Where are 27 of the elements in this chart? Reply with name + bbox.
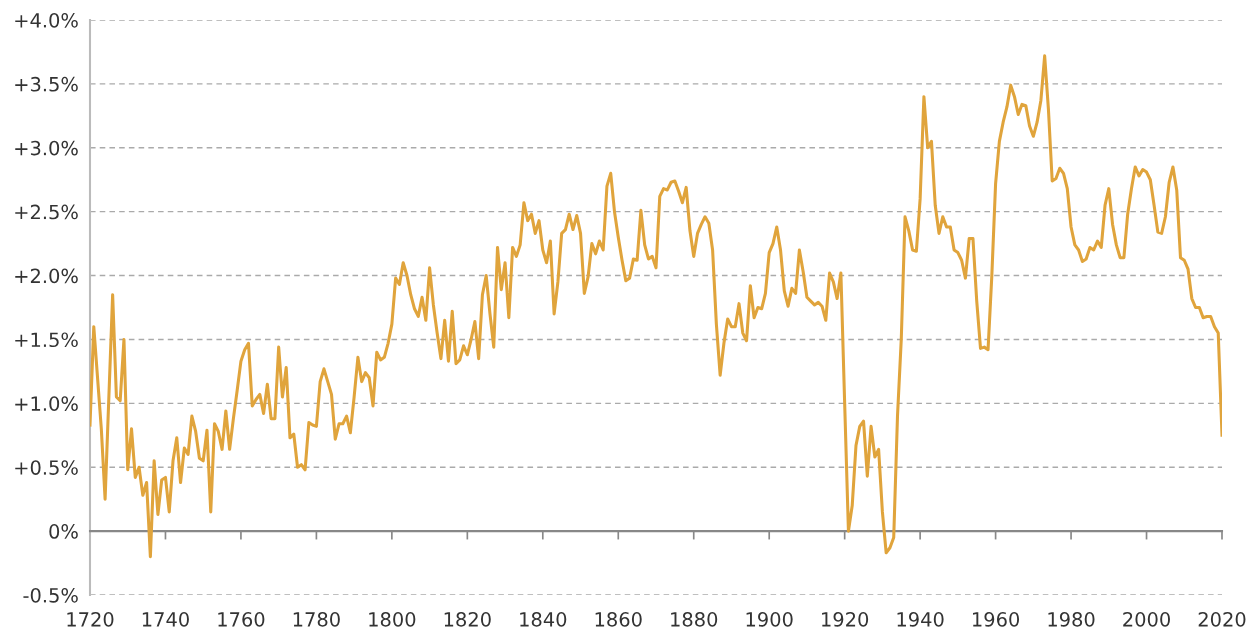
y-tick-label: +2.5% [15,204,78,220]
x-tick-label: 1740 [142,612,189,627]
y-tick-label: +4.0% [15,12,78,28]
x-tick-label: 2020 [1198,612,1246,627]
x-tick-label: 1780 [293,612,340,627]
x-tick-label: 1900 [746,612,793,627]
x-tick-label: 1720 [67,612,114,627]
x-tick-label: 1880 [671,612,718,627]
y-tick-label: +1.5% [15,332,78,348]
y-tick-label: -0.5% [23,587,78,603]
x-tick-label: 1920 [822,612,869,627]
y-tick-label: +3.0% [15,140,78,156]
x-tick-label: 1840 [520,612,567,627]
x-tick-label: 1940 [897,612,944,627]
x-tick-label: 1760 [218,612,265,627]
y-tick-label: +1.0% [15,396,78,411]
x-tick-label: 1960 [972,612,1020,627]
x-tick-label: 2000 [1123,612,1170,627]
y-tick-label: +3.5% [15,76,78,92]
x-tick-label: 1980 [1048,612,1095,627]
y-tick-label: +2.0% [15,268,78,284]
line-series [90,54,1222,559]
x-tick-label: 1820 [444,612,491,627]
x-tick-label: 1800 [369,612,416,627]
y-tick-label: +0.5% [15,460,78,475]
y-tick-label: 0% [49,524,78,539]
x-tick-label: 1860 [595,612,642,627]
